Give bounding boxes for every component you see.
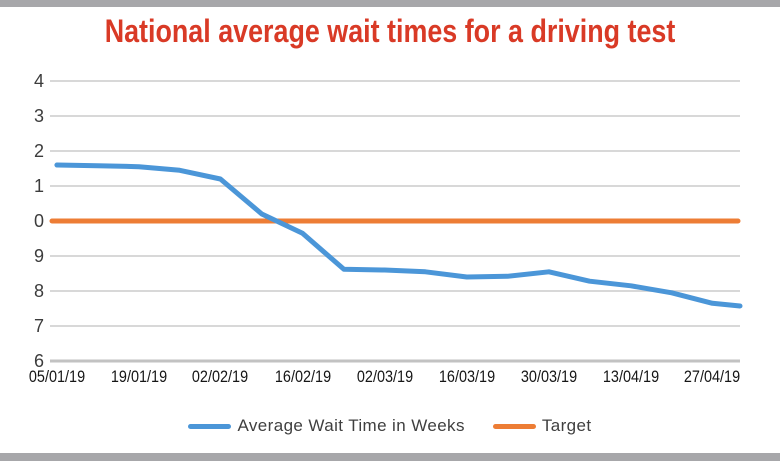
chart-title: National average wait times for a drivin…: [104, 13, 676, 49]
y-axis-label: 2: [33, 141, 44, 161]
y-axis-label: 1: [33, 176, 44, 196]
average-wait-line: [54, 162, 743, 309]
y-axis-label: 4: [33, 71, 44, 91]
legend-item-average-wait: Average Wait Time in Weeks: [188, 416, 464, 436]
window-top-edge: [0, 0, 780, 7]
y-axis-label: 0: [33, 211, 44, 231]
x-axis-label: 16/03/19: [438, 367, 495, 386]
x-axis-label: 05/01/19: [28, 367, 86, 386]
x-axis-label: 30/03/19: [520, 367, 577, 386]
x-axis-label: 27/04/19: [684, 367, 741, 386]
y-axis-label: 8: [33, 281, 44, 301]
legend-line-average-wait: [188, 423, 232, 429]
y-axis-label: 9: [33, 246, 44, 266]
legend: Average Wait Time in Weeks Target: [0, 413, 780, 439]
x-axis-label: 16/02/19: [274, 367, 331, 386]
x-axis-label: 02/02/19: [192, 367, 249, 386]
legend-item-target: Target: [492, 416, 592, 436]
x-axis-label: 13/04/19: [602, 367, 660, 386]
x-axis-label: 19/01/19: [110, 367, 168, 386]
x-axis-label: 02/03/19: [356, 367, 413, 386]
y-axis-label: 3: [33, 106, 44, 126]
y-axis-label: 6: [33, 351, 44, 371]
y-axis-label: 7: [33, 316, 44, 336]
window-bottom-edge: [0, 453, 780, 461]
legend-label-average-wait: Average Wait Time in Weeks: [237, 416, 465, 435]
legend-line-target: [492, 423, 536, 429]
legend-label-target: Target: [541, 416, 592, 435]
